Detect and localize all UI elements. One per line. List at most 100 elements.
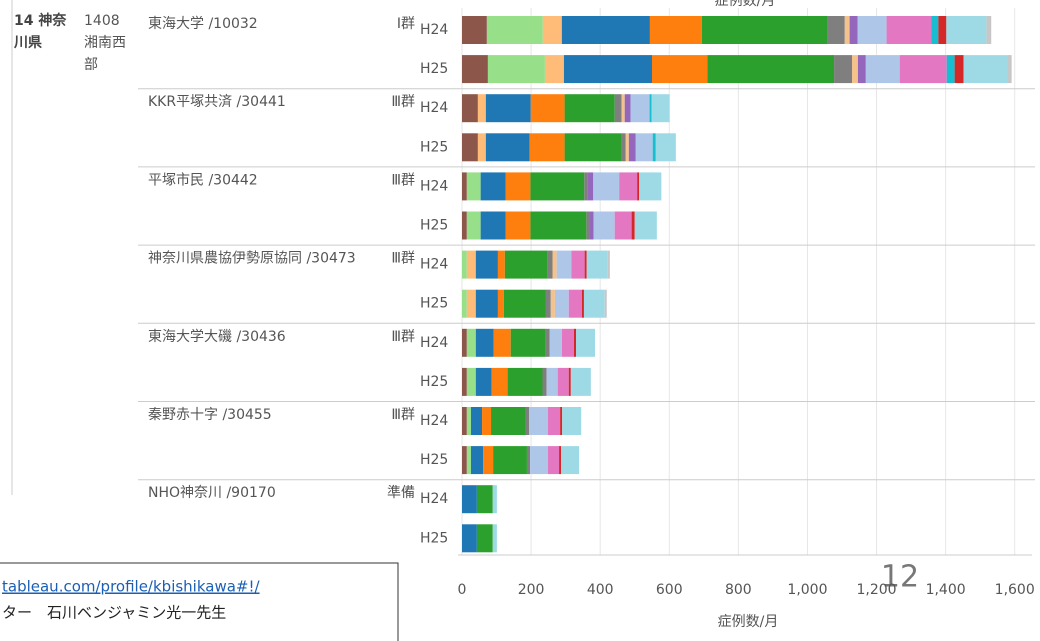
year-label: H25	[420, 139, 448, 155]
bar-segment	[462, 16, 487, 44]
bar-segment	[561, 328, 574, 357]
bar-segment	[635, 133, 653, 162]
hospital-label: 東海大学大磯 /30436	[148, 329, 286, 345]
bar-segment	[530, 446, 549, 475]
bar-segment	[587, 172, 594, 201]
bar-segment	[491, 367, 508, 396]
bar-segment	[546, 367, 558, 396]
bar-segment	[462, 94, 478, 123]
bar-segment	[475, 328, 494, 357]
bar-segment	[545, 328, 550, 357]
bar-segment	[491, 407, 526, 435]
bar-segment	[834, 55, 853, 84]
bar-segment	[466, 328, 476, 357]
bar-segment	[586, 250, 608, 279]
bar-segment	[542, 367, 547, 396]
bar-segment	[593, 172, 620, 201]
bar-segment	[857, 16, 887, 44]
hospital-label: NHO神奈川 /90170	[148, 485, 276, 501]
bar-segment	[477, 133, 486, 162]
bar-segment	[586, 211, 590, 240]
bar-segment	[547, 250, 553, 279]
bar-segment	[530, 172, 585, 201]
bar-segment	[614, 211, 632, 240]
bar-segment	[849, 16, 858, 44]
hospital-label: 平塚市民 /30442	[148, 171, 258, 188]
bar-segment	[563, 55, 652, 84]
year-label: H25	[420, 452, 448, 468]
group-label: Ⅲ群	[391, 172, 415, 188]
bar-segment	[963, 55, 1008, 84]
bar-segment	[550, 289, 555, 318]
bar-segment	[526, 446, 531, 475]
bar-segment	[482, 407, 492, 435]
year-label: H24	[420, 257, 448, 273]
bar-segment	[462, 524, 477, 553]
page-number: 12	[881, 560, 919, 595]
area-box: 1408 湘南西部	[84, 13, 126, 70]
bar-segment	[946, 16, 987, 44]
bar-segment	[707, 55, 835, 84]
x-tick-label: 400	[587, 582, 614, 598]
bar-segment	[530, 94, 565, 123]
bar-segment	[938, 16, 947, 44]
credit-box	[0, 562, 399, 641]
bar-segment	[852, 55, 858, 84]
bar-segment	[497, 289, 504, 318]
bar-segment	[475, 289, 498, 318]
bar-segment	[557, 367, 569, 396]
bar-segment	[652, 133, 656, 162]
bar-segment	[470, 407, 483, 435]
bar-segment	[554, 289, 569, 318]
bar-segment	[525, 407, 530, 435]
bar-segment	[544, 55, 564, 84]
bar-segment	[548, 446, 560, 475]
bar-segment	[530, 211, 587, 240]
bar-segment	[562, 407, 582, 435]
bar-segment	[486, 16, 543, 44]
bar-segment	[505, 172, 531, 201]
credit-link[interactable]: tableau.com/profile/kbishikawa#!/	[2, 578, 261, 596]
bar-segment	[462, 328, 467, 357]
year-label: H24	[420, 491, 448, 507]
bar-segment	[497, 250, 505, 279]
bar-segment	[614, 94, 622, 123]
bar-segment	[552, 250, 557, 279]
bar-segment	[954, 55, 964, 84]
bar-segment	[542, 16, 562, 44]
bar-segment	[701, 16, 828, 44]
bar-segment	[466, 407, 471, 435]
bar-segment	[576, 328, 595, 357]
x-tick-label: 1,000	[787, 582, 827, 598]
bar-segment	[480, 172, 506, 201]
hospital-label: 東海大学 /10032	[148, 16, 258, 32]
bar-segment	[493, 328, 511, 357]
bar-segment	[529, 407, 549, 435]
bar-segment	[639, 172, 662, 201]
bar-segment	[466, 289, 476, 318]
bar-segment	[607, 250, 610, 279]
year-label: H25	[420, 61, 448, 77]
bar-segment	[466, 367, 476, 396]
bar-segment	[529, 133, 565, 162]
bar-segment	[931, 16, 939, 44]
bar-segment	[621, 133, 626, 162]
bar-segment	[476, 485, 493, 514]
bar-segment	[493, 446, 527, 475]
bar-segment	[480, 211, 506, 240]
bar-segment	[899, 55, 947, 84]
bar-segment	[827, 16, 845, 44]
bar-segment	[584, 250, 587, 279]
bar-segment	[886, 16, 932, 44]
group-label: 準備	[387, 485, 415, 501]
bar-segment	[946, 55, 955, 84]
bar-segment	[583, 289, 605, 318]
region-box: 14 神奈川県	[14, 13, 66, 51]
bar-segment	[462, 211, 467, 240]
x-tick-label: 600	[656, 582, 683, 598]
bar-segment	[649, 94, 652, 123]
bar-segment	[475, 250, 498, 279]
bar-segment	[492, 524, 497, 553]
bar-segment	[504, 250, 548, 279]
bar-segment	[584, 172, 588, 201]
